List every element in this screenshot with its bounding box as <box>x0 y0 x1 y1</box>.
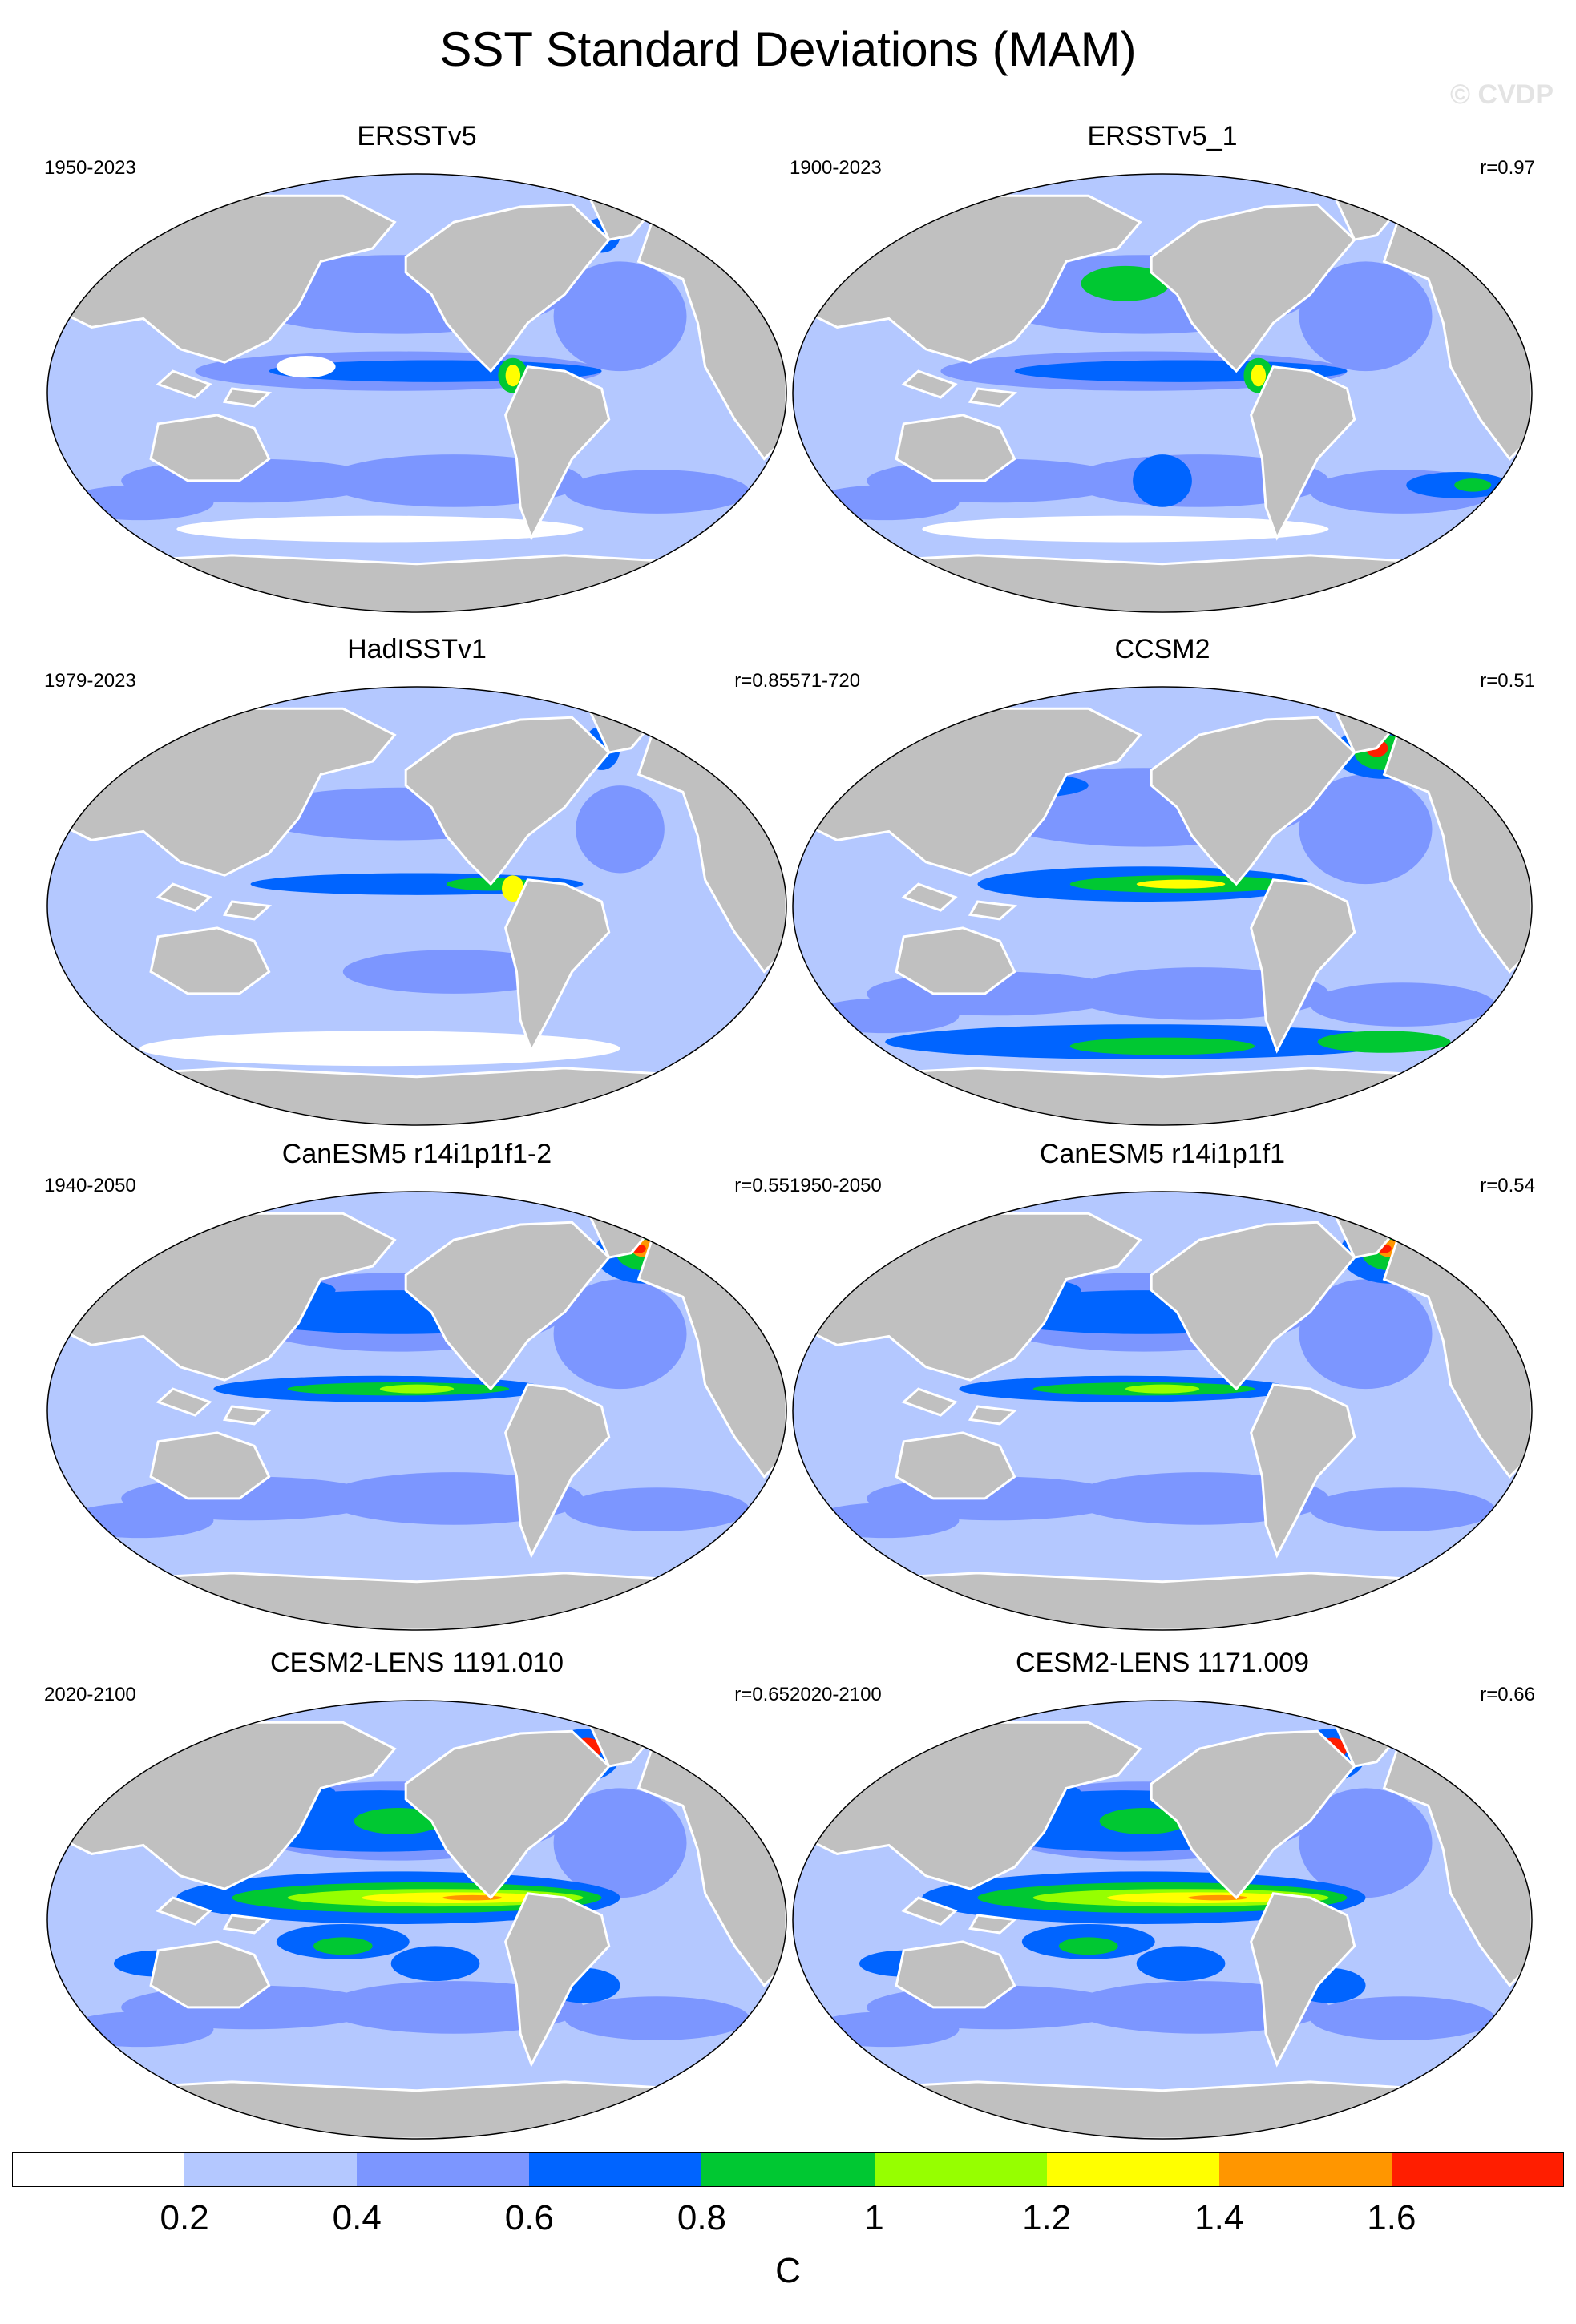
land-mass <box>811 1573 1513 1630</box>
sst-contour-patch <box>391 1946 480 1981</box>
colorbar-tick-label: 1.6 <box>1367 2197 1416 2239</box>
map-panel: CESM2-LENS 1171.009 2020-2100 r=0.66 <box>790 1647 1535 2144</box>
sst-contour-patch <box>811 998 959 1033</box>
land-mass <box>66 555 768 612</box>
panel-years: 1940-2050 <box>44 1174 136 1198</box>
panel-pattern-correlation: r=0.66 <box>1480 1683 1535 1707</box>
panel-title: ERSSTv5_1 <box>790 120 1535 152</box>
sst-contour-patch <box>66 1503 213 1538</box>
world-map <box>790 1683 1535 2144</box>
panel-years: 2020-2100 <box>790 1683 882 1707</box>
colorbar <box>12 2152 1564 2187</box>
panel-years: 1900-2023 <box>790 156 882 180</box>
sst-contour-patch <box>66 2011 213 2047</box>
sst-contour-patch <box>1310 1996 1495 2040</box>
sst-contour-patch <box>922 516 1328 543</box>
world-map <box>790 1174 1535 1635</box>
land-mass <box>66 1573 768 1630</box>
sst-contour-patch <box>1137 1946 1226 1981</box>
world-map <box>44 669 790 1130</box>
land-mass <box>811 555 1513 612</box>
sst-contour-patch <box>811 1503 959 1538</box>
land-mass <box>811 2082 1513 2139</box>
sst-contour-patch <box>1059 1937 1118 1955</box>
colorbar-tick-label: 0.4 <box>333 2197 382 2239</box>
sst-contour-patch <box>506 365 520 386</box>
map-panel: ERSSTv5 1950-2023 <box>44 120 790 617</box>
panel-title: CanESM5 r14i1p1f1 <box>790 1138 1535 1170</box>
panel-title: HadISSTv1 <box>44 633 790 665</box>
panel-title: CESM2-LENS 1191.010 <box>44 1647 790 1679</box>
colorbar-tick-label: 0.6 <box>505 2197 554 2239</box>
sst-contour-patch <box>564 1487 750 1531</box>
sst-contour-patch <box>1133 454 1192 507</box>
sst-contour-patch <box>66 1216 139 1233</box>
panel-pattern-correlation: r=0.65 <box>734 1683 790 1707</box>
map-panel: CanESM5 r14i1p1f1 1950-2050 r=0.54 <box>790 1138 1535 1635</box>
sst-contour-patch <box>1125 1385 1199 1394</box>
sst-contour-patch <box>1318 1031 1451 1052</box>
panel-pattern-correlation: r=0.85 <box>734 669 790 693</box>
sst-contour-patch <box>1251 365 1266 386</box>
figure-title: SST Standard Deviations (MAM) <box>0 18 1576 82</box>
sst-contour-patch <box>1310 1487 1495 1531</box>
map-panel: CanESM5 r14i1p1f1-2 1940-2050 r=0.55 <box>44 1138 790 1635</box>
panel-pattern-correlation: r=0.55 <box>734 1174 790 1198</box>
sst-contour-patch <box>1137 880 1226 889</box>
panel-pattern-correlation: r=0.54 <box>1480 1174 1535 1198</box>
land-mass <box>66 1068 768 1125</box>
world-map <box>44 156 790 617</box>
world-map <box>44 1174 790 1635</box>
sst-contour-patch <box>811 485 959 520</box>
sst-contour-patch <box>66 485 213 520</box>
colorbar-tick-label: 0.8 <box>677 2197 726 2239</box>
panel-years: 1950-2050 <box>790 1174 882 1198</box>
panel-title: ERSSTv5 <box>44 120 790 152</box>
sst-contour-patch <box>1454 478 1491 491</box>
sst-contour-patch <box>313 1937 373 1955</box>
panel-title: CESM2-LENS 1171.009 <box>790 1647 1535 1679</box>
sst-contour-patch <box>564 1996 750 2040</box>
world-map <box>790 156 1535 617</box>
panel-years: 2020-2100 <box>44 1683 136 1707</box>
sst-contour-patch <box>576 785 665 873</box>
panel-title: CCSM2 <box>790 633 1535 665</box>
panel-pattern-correlation: r=0.97 <box>1480 156 1535 180</box>
colorbar-tick-label: 1 <box>864 2197 883 2239</box>
world-map <box>44 1683 790 2144</box>
panel-years: 1950-2023 <box>44 156 136 180</box>
land-mass <box>811 1068 1513 1125</box>
panel-years: 571-720 <box>790 669 860 693</box>
map-panel: ERSSTv5_1 1900-2023 r=0.97 <box>790 120 1535 617</box>
cvdp-watermark: © CVDP <box>1450 79 1554 111</box>
sst-contour-patch <box>1310 982 1495 1027</box>
panel-years: 1979-2023 <box>44 669 136 693</box>
sst-contour-patch <box>811 1216 885 1233</box>
map-panel: CCSM2 571-720 r=0.51 <box>790 633 1535 1130</box>
sst-contour-patch <box>811 2011 959 2047</box>
map-panel: HadISSTv1 1979-2023 r=0.85 <box>44 633 790 1130</box>
sst-contour-patch <box>277 356 336 377</box>
land-mass <box>66 2082 768 2139</box>
world-map <box>790 669 1535 1130</box>
colorbar-tick-label: 0.2 <box>160 2197 209 2239</box>
panel-title: CanESM5 r14i1p1f1-2 <box>44 1138 790 1170</box>
colorbar-tick-label: 1.4 <box>1194 2197 1243 2239</box>
sst-contour-patch <box>380 1385 454 1394</box>
colorbar-tick-label: 1.2 <box>1022 2197 1071 2239</box>
map-panel: CESM2-LENS 1191.010 2020-2100 r=0.65 <box>44 1647 790 2144</box>
sst-contour-patch <box>564 470 750 514</box>
colorbar-unit: C <box>775 2250 801 2292</box>
sst-contour-patch <box>176 516 583 543</box>
panel-pattern-correlation: r=0.51 <box>1480 669 1535 693</box>
sst-contour-patch <box>139 1031 620 1066</box>
colorbar-frame <box>12 2152 1564 2187</box>
sst-contour-patch <box>1070 1038 1255 1055</box>
